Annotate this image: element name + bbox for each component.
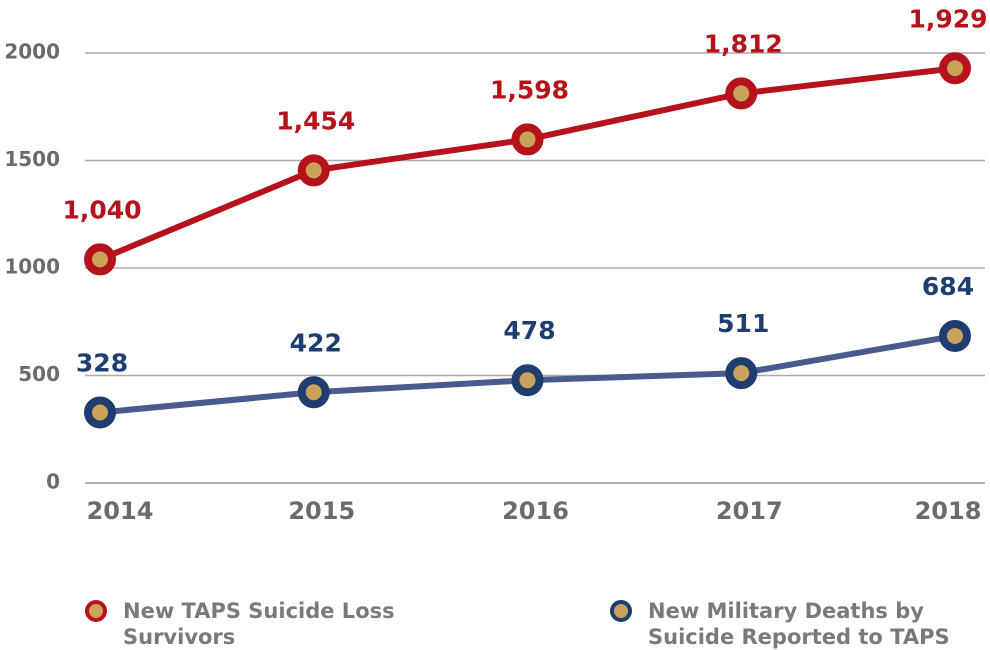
legend-swatch — [85, 600, 107, 622]
data-label: 684 — [922, 272, 974, 301]
y-tick-label: 1000 — [4, 255, 60, 279]
legend-item: New Military Deaths by Suicide Reported … — [610, 598, 970, 650]
chart: 0 500 1000 1500 2000 2014 2015 2016 2017 2018 1,04… — [4, 4, 987, 525]
data-label: 422 — [290, 328, 342, 357]
marker-inner — [305, 384, 322, 401]
x-tick-label: 2014 — [87, 497, 154, 525]
y-tick-label: 2000 — [4, 40, 60, 64]
data-label: 1,929 — [908, 4, 987, 33]
legend-item: New TAPS Suicide Loss Survivors — [85, 598, 505, 650]
data-label: 1,812 — [704, 29, 783, 58]
data-label: 1,040 — [62, 195, 141, 224]
x-tick-label: 2017 — [716, 497, 783, 525]
data-label: 478 — [503, 316, 555, 345]
marker-inner — [947, 60, 963, 77]
marker-inner — [519, 131, 536, 148]
y-tick-label: 1500 — [4, 147, 60, 171]
x-tick-label: 2016 — [502, 497, 569, 525]
marker-inner — [305, 162, 322, 179]
legend-swatch — [610, 600, 632, 622]
marker-inner — [92, 404, 108, 421]
data-label: 328 — [76, 348, 128, 377]
legend-label: New TAPS Suicide Loss Survivors — [123, 599, 395, 649]
y-tick-label: 0 — [46, 470, 60, 494]
data-label: 1,598 — [490, 75, 569, 104]
marker-inner — [733, 85, 750, 102]
data-label: 511 — [717, 309, 769, 338]
marker-inner — [947, 327, 963, 344]
data-label: 1,454 — [276, 106, 355, 135]
marker-inner — [519, 372, 536, 389]
x-tick-label: 2018 — [915, 497, 982, 525]
legend-label: New Military Deaths by Suicide Reported … — [648, 599, 950, 649]
x-tick-label: 2015 — [288, 497, 355, 525]
marker-inner — [92, 251, 108, 268]
y-tick-label: 500 — [18, 362, 60, 386]
marker-inner — [733, 365, 750, 382]
